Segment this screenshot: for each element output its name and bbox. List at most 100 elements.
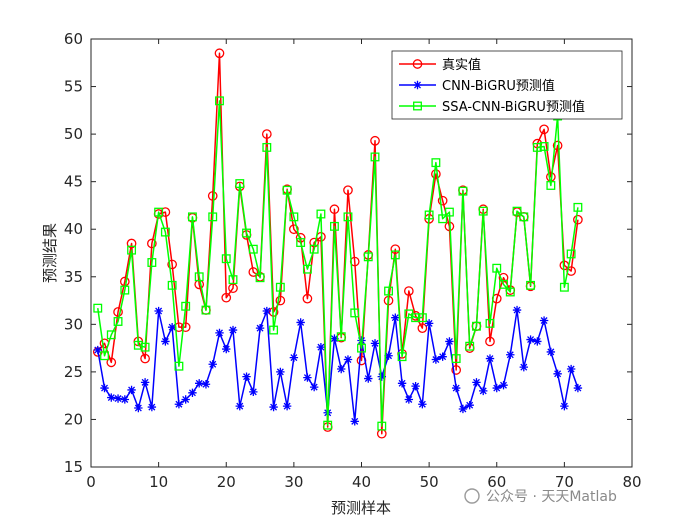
series-3-point: [133, 340, 143, 350]
series-2-point: [262, 306, 272, 316]
series-2-point: [303, 373, 312, 382]
series-3-point: [181, 301, 191, 311]
series-3-point: [438, 214, 448, 224]
series-3-point: [424, 210, 434, 220]
series-2-point: [519, 362, 528, 372]
series-3-point: [329, 221, 339, 231]
series-2-point: [282, 401, 292, 411]
series-2-point: [201, 380, 211, 389]
series-3-point: [269, 325, 279, 335]
legend-marker: [412, 59, 423, 69]
series-1-point: [370, 135, 380, 146]
series-3-point: [539, 142, 549, 151]
series-3-point: [248, 244, 258, 254]
series-1-point: [573, 214, 583, 225]
legend-entry-1: 真实值: [399, 57, 481, 73]
series-2-point: [533, 337, 542, 346]
series-1-point: [113, 307, 123, 317]
series-1-point: [275, 295, 286, 306]
series-2-point: [465, 400, 474, 410]
series-3-line: [97, 100, 579, 427]
series-1-point: [552, 140, 563, 151]
series-1-point: [343, 185, 353, 196]
series-3-point: [397, 352, 407, 362]
x-tick-label: 60: [487, 473, 506, 491]
y-tick-label: 40: [64, 220, 83, 238]
series-2-point: [113, 394, 123, 403]
series-2-point: [154, 306, 163, 316]
legend-label: CNN-BiGRU预测值: [442, 78, 555, 94]
series-2-point: [120, 395, 130, 404]
series-3-point: [316, 209, 326, 219]
series-3-point: [228, 275, 238, 285]
series-2-point: [431, 355, 441, 364]
series-2-point: [539, 316, 549, 325]
series-2-point: [350, 417, 359, 426]
series-3-point: [546, 181, 556, 190]
y-tick-label: 25: [64, 363, 83, 381]
series-3-point: [451, 354, 461, 364]
series-2-point: [485, 354, 495, 363]
series-3-point: [499, 279, 508, 289]
series-2-point: [161, 337, 170, 346]
series-3-point: [390, 250, 400, 260]
series-2-point: [526, 335, 535, 344]
series-3-point: [194, 272, 204, 282]
series-2-point: [404, 395, 414, 404]
series-3-point: [357, 343, 366, 353]
series-2-point: [296, 318, 305, 327]
series-1-point: [498, 272, 509, 283]
series-3-point: [472, 321, 481, 331]
series-1-point: [390, 244, 401, 255]
series-2-point: [93, 345, 102, 355]
series-2-point: [208, 360, 217, 369]
series-1-point: [431, 169, 441, 179]
series-3-point: [485, 318, 495, 328]
series-3-point: [336, 332, 346, 342]
series-3-point: [478, 206, 488, 216]
series-2-point: [479, 386, 488, 396]
series-3-point: [431, 158, 441, 168]
series-2-point: [343, 355, 353, 364]
legend-label: SSA-CNN-BiGRU预测值: [442, 99, 585, 115]
series-3-point: [93, 303, 103, 313]
series-2-point: [215, 328, 224, 338]
series-2-point: [418, 400, 427, 409]
series-1-point: [437, 195, 448, 206]
series-3-point: [302, 264, 312, 274]
series-1-point: [403, 286, 414, 296]
series-2-point: [451, 383, 461, 393]
series-3-point: [275, 282, 285, 292]
wechat-icon: [464, 488, 480, 504]
y-tick-label: 20: [64, 410, 83, 428]
series-2-point: [573, 383, 583, 393]
series-3-point: [289, 212, 299, 222]
series-3-point: [127, 245, 137, 255]
series-3-point: [282, 185, 292, 195]
x-tick-label: 30: [284, 473, 303, 491]
series-3-point: [215, 96, 224, 106]
series-2-point: [499, 381, 508, 390]
series-3-point: [187, 212, 197, 222]
series-2-point: [255, 323, 265, 333]
series-2-point: [289, 353, 299, 362]
series-2-point: [384, 351, 393, 360]
series-2-point: [147, 402, 157, 412]
series-3: [93, 96, 583, 431]
watermark: 公众号 · 天天Matlab: [464, 488, 617, 505]
series-1-point: [180, 322, 191, 333]
series-2-point: [546, 347, 556, 357]
series-3-point: [242, 228, 251, 238]
ticks-layer: 0 10 20 30 40 50 60 70 80 15 20 25 30 35 40 45 50 55 60: [64, 30, 642, 491]
series-2-point: [411, 381, 420, 391]
series-3-point: [296, 238, 306, 247]
y-tick-label: 45: [64, 173, 83, 191]
series-2: [93, 305, 583, 426]
series-3-point: [154, 207, 164, 217]
series-3-point: [174, 361, 184, 371]
x-tick-label: 0: [86, 473, 96, 491]
series-3-point: [370, 152, 380, 162]
series-2-point: [127, 385, 136, 395]
series-2-point: [492, 383, 501, 393]
